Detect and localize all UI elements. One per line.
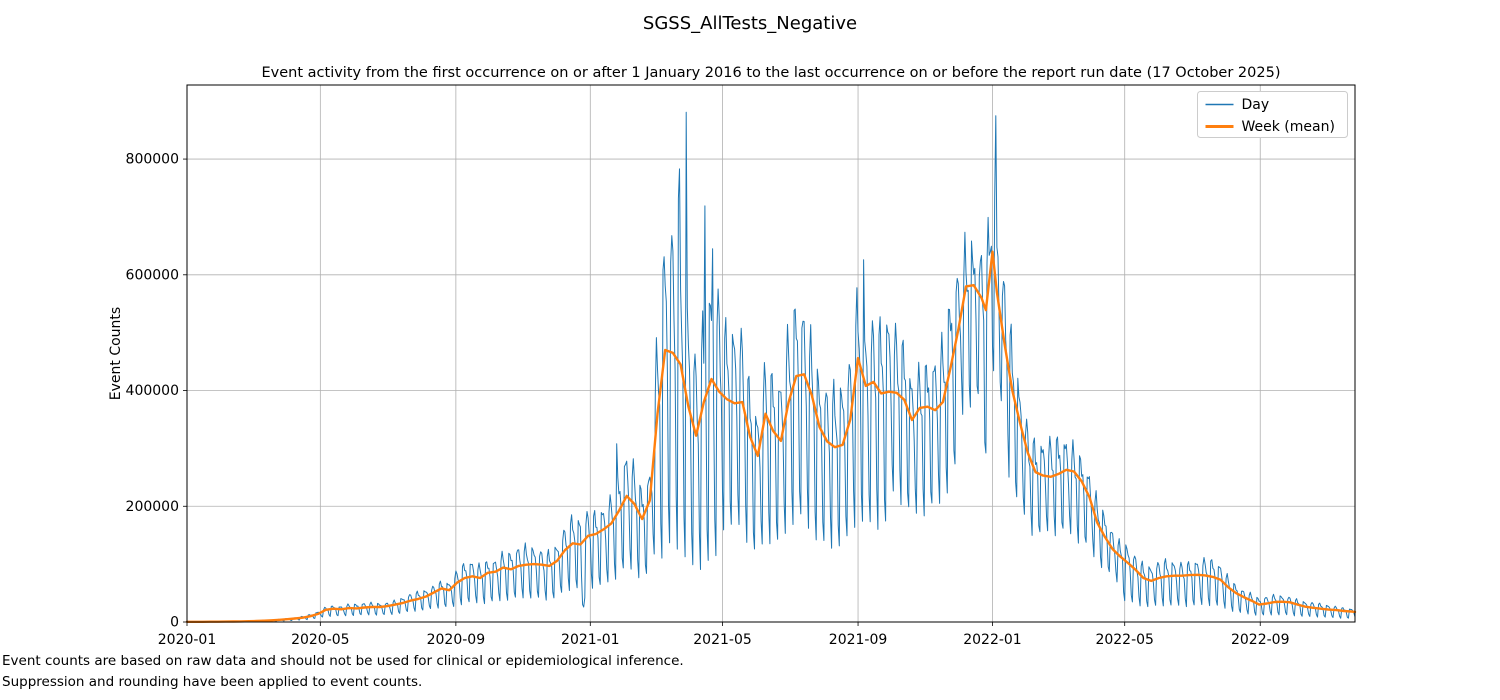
figure-title: SGSS_AllTests_Negative [643,13,857,34]
x-tick-label: 2021-09 [829,632,888,648]
y-tick-label: 0 [170,615,179,631]
y-tick-label: 600000 [126,267,179,283]
y-tick-label: 200000 [126,499,179,515]
x-tick-label: 2022-09 [1231,632,1290,648]
y-tick-label: 400000 [126,383,179,399]
x-tick-label: 2020-09 [427,632,486,648]
legend: Day Week (mean) [1197,91,1348,138]
y-tick-label: 800000 [126,152,179,168]
x-tick-label: 2021-05 [693,632,752,648]
x-tick-label: 2020-05 [291,632,350,648]
x-tick-label: 2022-05 [1095,632,1154,648]
axes: 0 200000 400000 600000 800000 2020-01 2020-05 2… [126,84,1356,648]
week-mean-series-line [185,250,1357,623]
axes-title: Event activity from the first occurrence… [262,65,1281,81]
plot-border [186,84,1356,623]
legend-box [1197,91,1348,138]
x-tick-label: 2020-01 [158,632,217,648]
y-axis-label: Event Counts [108,307,124,400]
legend-label: Day [1242,97,1270,113]
x-tick-label: 2022-01 [963,632,1022,648]
footnote-line-1: Event counts are based on raw data and s… [2,653,684,669]
x-tick-label: 2021-01 [561,632,620,648]
day-series-line [187,111,1356,623]
series-lines [185,111,1357,623]
legend-label: Week (mean) [1242,119,1335,135]
gridlines [186,85,1355,623]
footnote-line-2: Suppression and rounding have been appli… [2,674,422,690]
